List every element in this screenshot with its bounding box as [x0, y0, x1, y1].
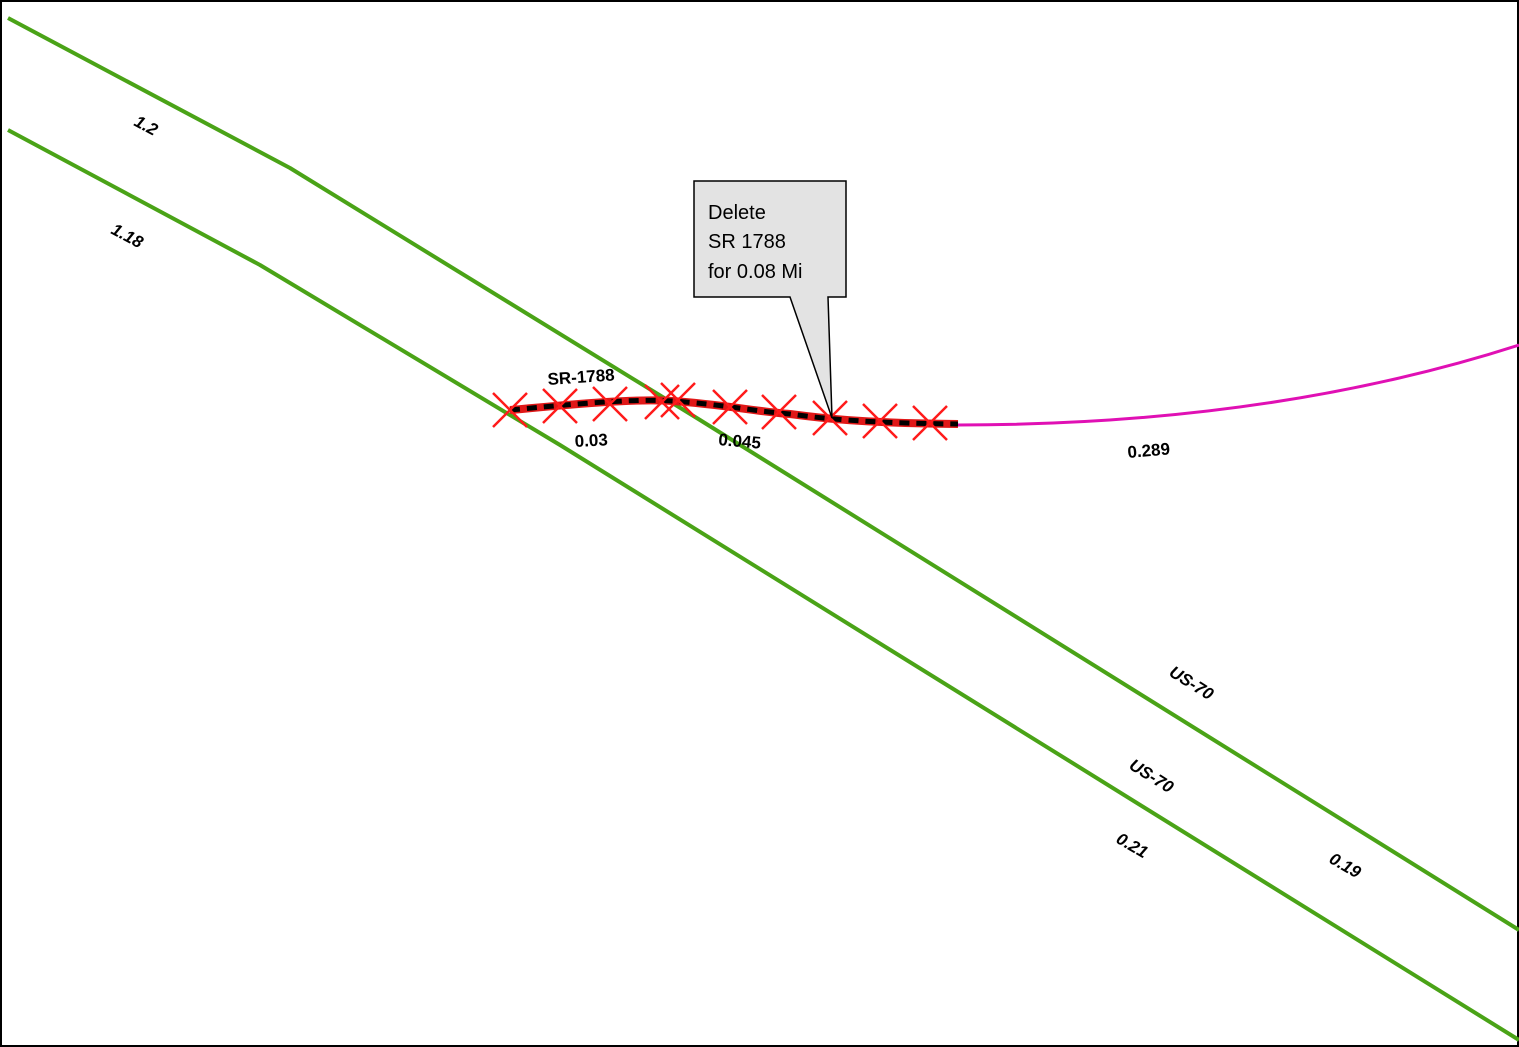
local-road — [957, 343, 1519, 427]
mileage-label-sr-segment-b: 0.045 — [718, 430, 762, 453]
callout-line-3: for 0.08 Mi — [708, 261, 802, 283]
x-mark-icon — [644, 384, 680, 420]
mileage-label-local-road: 0.289 — [1127, 439, 1171, 462]
delete-callout: Delete SR 1788 for 0.08 Mi — [693, 180, 847, 419]
x-mark-icon — [492, 392, 528, 428]
x-mark-icon — [592, 386, 628, 422]
sr1788-road-label: SR-1788 — [547, 365, 615, 389]
callout-shape — [693, 180, 847, 419]
callout-line-2: SR 1788 — [708, 231, 786, 253]
callout-line-1: Delete — [708, 202, 766, 224]
x-mark-icon — [542, 388, 578, 424]
us70-south-lane — [7, 128, 1519, 1042]
x-mark-icon — [660, 382, 696, 418]
delete-markers — [492, 382, 948, 441]
x-mark-icon — [912, 405, 948, 441]
x-mark-icon — [712, 389, 748, 425]
x-mark-icon — [862, 403, 898, 439]
mileage-label-sr-segment-a: 0.03 — [574, 430, 608, 451]
us70-north-lane — [7, 16, 1519, 932]
x-mark-icon — [761, 394, 797, 430]
x-mark-icon — [812, 400, 848, 436]
sr1788-deleted-segment-dash — [509, 397, 959, 427]
